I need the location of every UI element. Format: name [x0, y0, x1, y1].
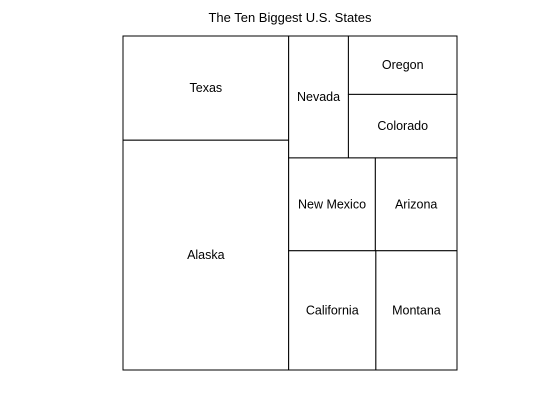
- tile-label-nevada: Nevada: [297, 90, 340, 104]
- tile-new-mexico: [288, 157, 376, 252]
- tile-montana: [375, 250, 458, 371]
- tile-arizona: [374, 157, 458, 252]
- tile-label-oregon: Oregon: [382, 58, 424, 72]
- tile-label-new-mexico: New Mexico: [298, 197, 366, 211]
- tile-colorado: [347, 93, 458, 159]
- tile-california: [288, 250, 377, 371]
- chart-title: The Ten Biggest U.S. States: [208, 10, 372, 25]
- tile-alaska: [122, 139, 290, 371]
- tile-label-alaska: Alaska: [187, 248, 225, 262]
- tile-label-colorado: Colorado: [377, 119, 428, 133]
- tile-label-california: California: [306, 303, 359, 317]
- tile-oregon: [347, 35, 458, 95]
- tile-label-arizona: Arizona: [395, 197, 437, 211]
- tile-label-texas: Texas: [190, 81, 223, 95]
- tile-label-montana: Montana: [392, 303, 441, 317]
